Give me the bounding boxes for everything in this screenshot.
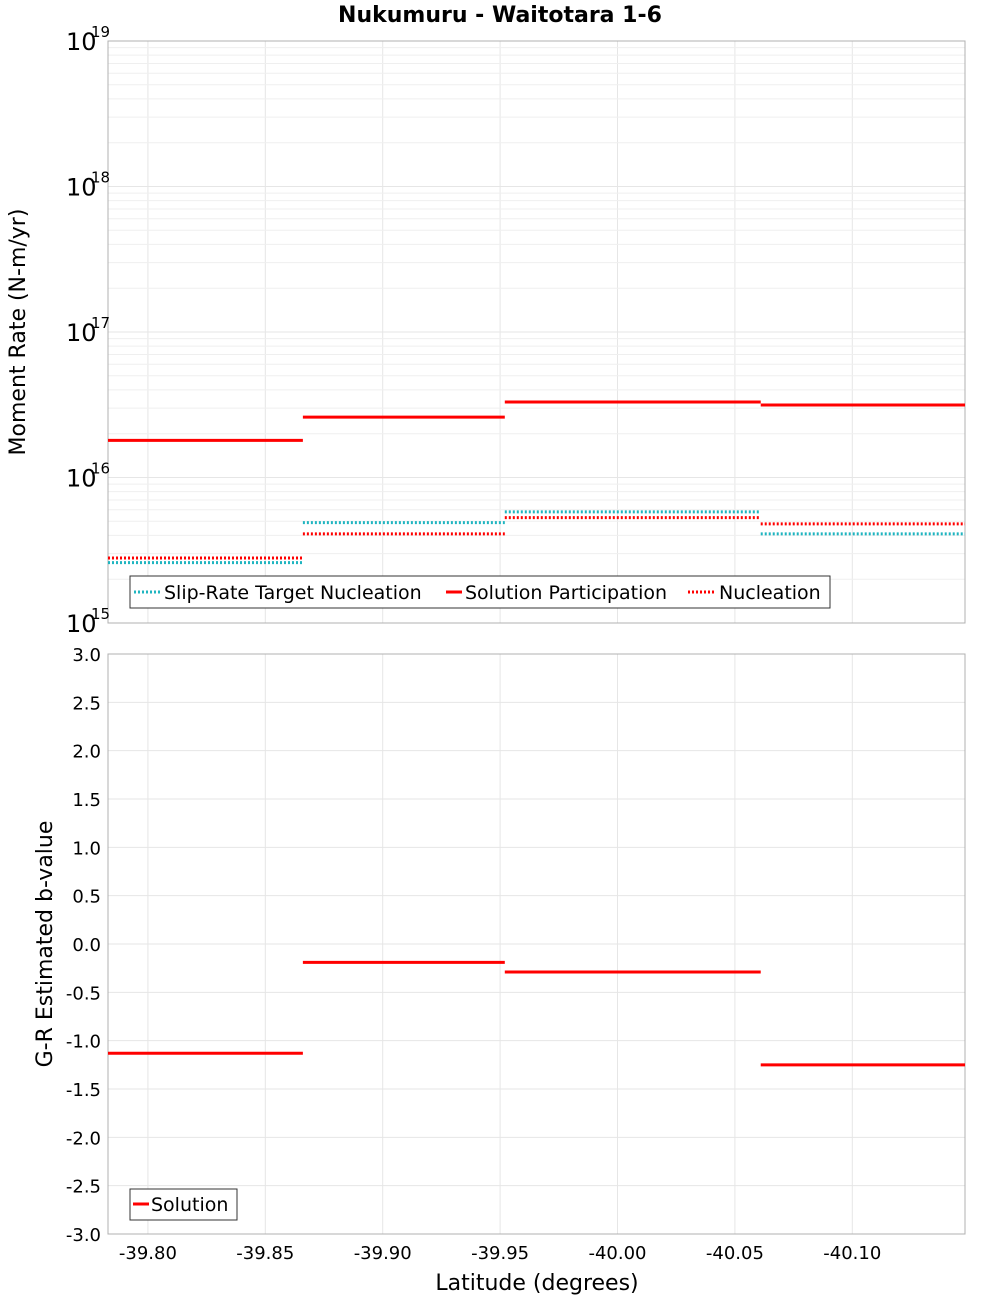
b-value-panel: -3.0 -2.5 -2.0 -1.5 -1.0 -0.5 0.0 0.5 1.0 1.5 2.0 2… [33,645,966,1296]
moment-rate-y-tick-exponent: 17 [91,314,110,332]
moment-rate-y-tick-label: 10 [66,319,97,347]
b-value-y-tick-label: 3.0 [72,645,101,666]
latitude-x-tick-label: -40.10 [823,1243,881,1264]
b-value-y-ticks: -3.0 -2.5 -2.0 -1.5 -1.0 -0.5 0.0 0.5 1.0 1.5 2.0 2… [66,645,101,1246]
latitude-x-tick-label: -39.80 [119,1243,177,1264]
latitude-x-tick-label: -40.00 [588,1243,646,1264]
b-value-grid [108,653,965,1235]
b-value-plot-frame [107,653,966,1235]
moment-rate-y-tick-label: 10 [66,28,97,56]
b-value-y-axis-label: G-R Estimated b-value [33,821,58,1068]
moment-rate-grid [108,41,965,624]
moment-rate-y-tick-label: 10 [66,465,97,493]
b-value-legend: Solution [129,1188,238,1221]
b-value-y-tick-label: -3.0 [66,1225,101,1246]
latitude-x-tick-label: -39.95 [471,1243,529,1264]
b-value-y-tick-label: 1.0 [72,838,101,859]
moment-rate-y-axis-label: Moment Rate (N-m/yr) [6,209,31,456]
b-value-y-tick-label: -2.5 [66,1177,101,1198]
b-value-y-tick-label: 0.0 [72,935,101,956]
moment-rate-y-tick-exponent: 16 [91,460,110,478]
moment-rate-series [108,400,965,565]
b-value-y-tick-label: -0.5 [66,983,101,1004]
moment-rate-y-tick-exponent: 19 [91,23,110,41]
latitude-x-tick-label: -40.05 [706,1243,764,1264]
moment-rate-legend: Slip-Rate Target Nucleation Solution Par… [129,575,831,609]
b-value-series [108,960,965,1067]
b-value-y-tick-label: 0.5 [72,887,101,908]
b-value-y-tick-label: 1.5 [72,790,101,811]
b-value-y-tick-label: -1.0 [66,1032,101,1053]
legend-label-solution: Solution [151,1194,228,1216]
x-axis-label: Latitude (degrees) [435,1271,638,1296]
moment-rate-y-tick-exponent: 18 [91,169,110,187]
moment-rate-y-tick-label: 10 [66,610,97,638]
moment-rate-plot-frame [107,40,966,624]
latitude-x-ticks: -39.80 -39.85 -39.90 -39.95 -40.00 -40.05 -40.… [119,1243,881,1264]
legend-label-slip-rate-target-nucleation: Slip-Rate Target Nucleation [164,582,422,604]
b-value-y-tick-label: 2.5 [72,693,101,714]
latitude-x-tick-label: -39.90 [354,1243,412,1264]
moment-rate-y-tick-label: 10 [66,174,97,202]
legend-label-solution-participation: Solution Participation [465,582,667,604]
b-value-y-tick-label: 2.0 [72,742,101,763]
latitude-x-tick-label: -39.85 [236,1243,294,1264]
b-value-y-tick-label: -1.5 [66,1080,101,1101]
chart-title: Nukumuru - Waitotara 1-6 [338,3,662,28]
legend-label-nucleation: Nucleation [719,582,821,604]
b-value-y-tick-label: -2.0 [66,1128,101,1149]
moment-rate-y-tick-exponent: 15 [91,605,110,623]
